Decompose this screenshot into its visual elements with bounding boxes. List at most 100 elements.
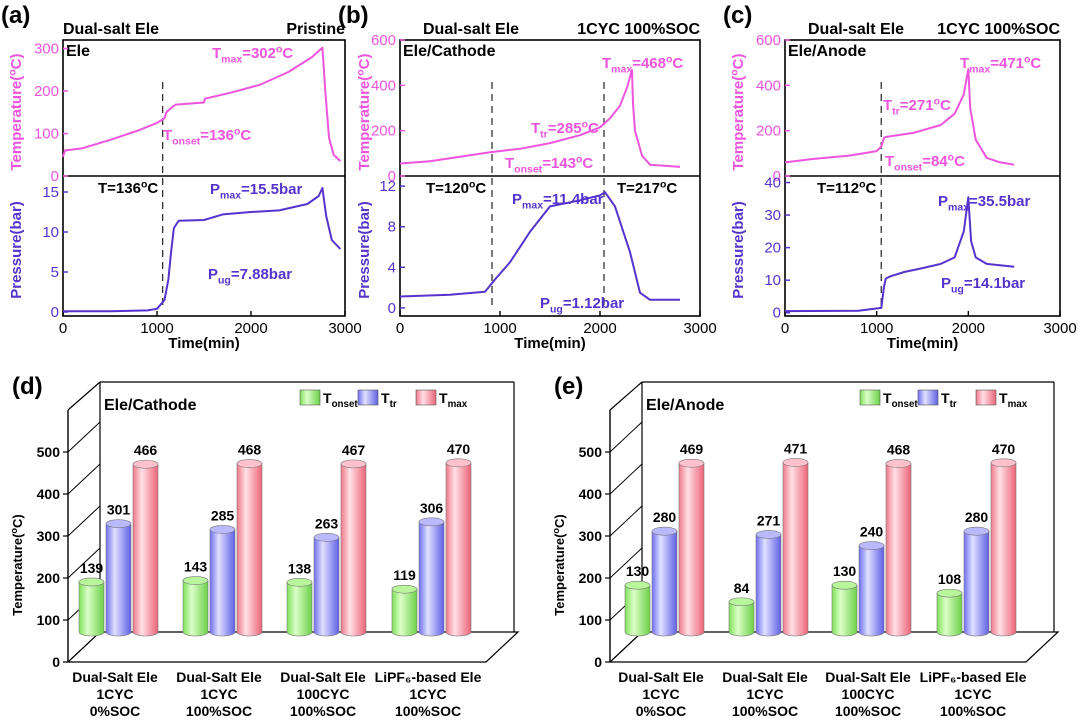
bar-label-Tmax-1: 469 xyxy=(680,441,704,457)
category-label-2-3: 100%SOC xyxy=(732,703,798,719)
temp-tick-label: 300 xyxy=(34,41,59,58)
bar-label-Tmax-3: 468 xyxy=(887,442,911,458)
legend-label-tr: Ttr xyxy=(381,390,397,410)
bar-label-Tonset-1: 130 xyxy=(626,563,650,579)
category-label-1-1: Dual-Salt Ele xyxy=(72,669,158,685)
bar-label-Tonset-4: 119 xyxy=(393,567,416,583)
bar-label-Tmax-4: 470 xyxy=(992,441,1016,457)
temperature-series xyxy=(62,46,341,162)
x-tick-label: 2000 xyxy=(234,320,267,337)
temp-tick-label: 0 xyxy=(773,168,781,185)
category-label-1-3: 0%SOC xyxy=(636,703,687,719)
y-grid-diag xyxy=(609,505,643,537)
bar-Tmax-1 xyxy=(678,462,705,637)
temperature-axis-label: Temperature(oC) xyxy=(6,53,25,170)
bar-top-Tonset-2 xyxy=(182,576,209,585)
panel-e: (e) 0 100 200 300 400 500 Temperature(oC) Ele/An… xyxy=(551,373,1060,719)
y-grid-diag xyxy=(67,631,101,663)
bar-Tmax-2 xyxy=(782,462,809,637)
y-tick-label: 400 xyxy=(579,486,603,502)
y-axis-label: Temperature(oC) xyxy=(551,514,567,615)
annotation-pug: Pug=1.12bar xyxy=(540,295,624,316)
y-grid-diag xyxy=(609,631,643,663)
plot-frame xyxy=(399,39,701,317)
bar-top-Tonset-4 xyxy=(936,588,963,598)
legend-label-max: Tmax xyxy=(999,390,1028,410)
temp-tick-label: 400 xyxy=(371,77,396,94)
panel-header-left: Dual-salt Ele xyxy=(423,21,519,38)
temp-tick-label: 200 xyxy=(371,123,396,140)
temp-tick-label: 0 xyxy=(51,168,59,185)
bar-top-Tonset-4 xyxy=(391,584,418,594)
bar-label-Ttr-1: 301 xyxy=(107,502,131,518)
bar-top-Tonset-3 xyxy=(831,580,858,590)
bar-Ttr-3 xyxy=(858,545,885,637)
bar-label-Tonset-4: 108 xyxy=(938,571,962,587)
y-tick-label: 300 xyxy=(37,528,61,544)
floor-plane xyxy=(608,631,1060,663)
bar-top-Ttr-3 xyxy=(313,533,340,542)
category-label-1-3: 0%SOC xyxy=(90,703,141,719)
annotation-tline: T=112oC xyxy=(817,178,877,197)
category-label-3-1: Dual-Salt Ele xyxy=(825,669,911,685)
bar-top-Ttr-1 xyxy=(105,519,132,528)
bar-top-Tmax-4 xyxy=(445,458,472,468)
pressure-tick-label: 12 xyxy=(379,178,396,195)
pressure-series xyxy=(399,191,680,301)
bar-top-Tonset-1 xyxy=(624,580,651,590)
bar-top-Ttr-1 xyxy=(651,526,678,536)
annotation-tmax: Tmax=468oC xyxy=(602,53,683,75)
bar-Tonset-4 xyxy=(936,592,963,637)
annotation-tmax: Tmax=471oC xyxy=(960,53,1041,75)
bar-top-Tonset-2 xyxy=(728,597,755,607)
bar-Ttr-4 xyxy=(418,521,445,637)
bar-top-Tmax-1 xyxy=(132,459,159,469)
bar-label-Tmax-4: 470 xyxy=(447,441,471,457)
y-tick-label: 100 xyxy=(37,612,61,628)
panel-header-left: Dual-salt Ele xyxy=(63,21,159,38)
panel-tag: Ele/Cathode xyxy=(104,397,197,414)
x-tick-label: 1000 xyxy=(860,320,893,337)
annotation-tline2: T=217oC xyxy=(617,178,677,197)
panel-header-right: 1CYC 100%SOC xyxy=(937,21,1060,38)
x-tick-label: 1000 xyxy=(483,320,516,337)
temp-tick-label: 400 xyxy=(756,77,781,94)
legend-swatch-onset xyxy=(859,389,881,406)
bar-top-Tmax-2 xyxy=(236,459,263,468)
x-tick-label: 3000 xyxy=(683,320,716,337)
y-tick-label: 500 xyxy=(579,444,603,460)
bar-top-Tmax-3 xyxy=(340,459,367,469)
legend-label-onset: Tonset xyxy=(323,390,358,410)
y-grid-diag xyxy=(609,421,643,453)
category-label-2-2: 1CYC xyxy=(746,686,783,702)
bar-Tmax-3 xyxy=(885,463,912,637)
category-label-3-2: 100CYC xyxy=(842,686,895,702)
time-axis-label: Time(min) xyxy=(887,335,958,352)
y-tick-label: 400 xyxy=(37,486,61,502)
bar-label-Tmax-1: 466 xyxy=(134,442,158,458)
legend-swatch-onset xyxy=(299,389,321,406)
annotation-tonset: Tonset=143oC xyxy=(505,153,593,175)
bar-Tonset-4 xyxy=(391,588,418,637)
y-grid-diag xyxy=(67,547,101,579)
category-label-2-3: 100%SOC xyxy=(186,703,252,719)
annotation-tonset: Tonset=84oC xyxy=(885,151,965,173)
category-label-1-2: 1CYC xyxy=(96,686,133,702)
panel-b: (b) Dual-salt Ele 1CYC 100%SOC Ele/Cathode 0… xyxy=(338,2,717,352)
legend-swatch-max xyxy=(975,389,997,406)
bar-Tonset-1 xyxy=(624,584,651,637)
bar-label-Tonset-3: 130 xyxy=(833,563,857,579)
temperature-series xyxy=(399,68,681,168)
legend-label-max: Tmax xyxy=(439,390,468,410)
y-grid-diag xyxy=(609,547,643,579)
y-tick-label: 200 xyxy=(579,570,603,586)
temp-tick-label: 600 xyxy=(756,32,781,49)
pressure-tick-label: 10 xyxy=(764,272,781,289)
bar-top-Tmax-3 xyxy=(885,459,912,468)
bar-label-Ttr-2: 271 xyxy=(757,512,781,528)
annotation-pmax: Pmax=35.5bar xyxy=(938,193,1030,214)
y-tick-label: 200 xyxy=(37,570,61,586)
legend-swatch-max xyxy=(415,389,437,406)
temp-tick-label: 100 xyxy=(34,126,59,143)
